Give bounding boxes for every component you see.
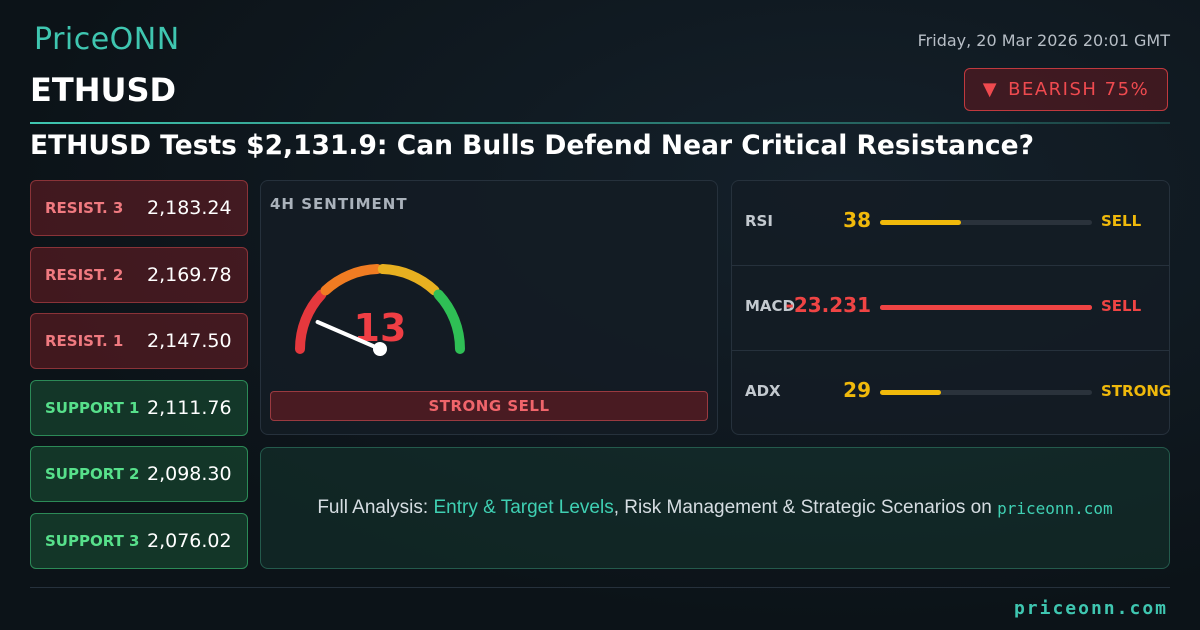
indicator-value: 38 bbox=[843, 208, 871, 232]
cta-middle: , Risk Management & Strategic Scenarios … bbox=[613, 497, 998, 518]
gauge: 13 bbox=[295, 264, 465, 356]
cta-panel: Full Analysis: Entry & Target Levels, Ri… bbox=[260, 447, 1170, 569]
level-box: RESIST. 2 2,169.78 bbox=[30, 246, 248, 303]
badge-text: BEARISH 75% bbox=[1008, 79, 1150, 100]
brand: PriceONN bbox=[34, 22, 180, 57]
level-label: RESIST. 3 bbox=[45, 199, 124, 217]
badge: ▼ BEARISH 75% bbox=[964, 68, 1168, 111]
divider bbox=[30, 587, 1170, 588]
gauge-segment bbox=[433, 289, 465, 354]
indicator-value: -23.231 bbox=[785, 293, 871, 317]
indicator-signal: STRONG bbox=[1101, 382, 1172, 400]
level-value: 2,147.50 bbox=[147, 330, 232, 353]
cta-highlight: Entry & Target Levels bbox=[433, 497, 614, 518]
gauge-needle bbox=[315, 319, 382, 351]
level-label: SUPPORT 3 bbox=[45, 532, 140, 550]
level-value: 2,111.76 bbox=[147, 396, 232, 419]
indicator-row: ADX 29 STRONG bbox=[731, 350, 1172, 435]
divider bbox=[30, 122, 1170, 124]
level-value: 2,098.30 bbox=[147, 463, 232, 486]
cta-link[interactable]: priceonn.com bbox=[997, 498, 1113, 518]
level-box: SUPPORT 3 2,076.02 bbox=[30, 513, 248, 569]
level-label: RESIST. 2 bbox=[45, 265, 124, 284]
indicator-bar bbox=[880, 390, 942, 395]
indicator-track bbox=[880, 220, 1092, 225]
level-value: 2,076.02 bbox=[147, 530, 232, 552]
indicator-bar bbox=[880, 220, 961, 225]
level-value: 2,183.24 bbox=[147, 197, 232, 219]
indicator-row: RSI 38 SELL bbox=[731, 180, 1170, 266]
down-icon: ▼ bbox=[982, 79, 999, 100]
level-label: SUPPORT 2 bbox=[45, 465, 140, 484]
gauge-hub bbox=[373, 342, 387, 356]
headline: ETHUSD Tests $2,131.9: Can Bulls Defend … bbox=[30, 130, 1034, 161]
level-box: RESIST. 1 2,147.50 bbox=[30, 313, 248, 370]
sentiment-title: 4H SENTIMENT bbox=[270, 195, 408, 213]
indicator-name: RSI bbox=[745, 212, 773, 230]
date: Friday, 20 Mar 2026 20:01 GMT bbox=[917, 31, 1170, 50]
indicator-track bbox=[880, 390, 1092, 395]
indicator-name: ADX bbox=[745, 382, 781, 400]
level-label: RESIST. 1 bbox=[45, 332, 124, 351]
site[interactable]: priceonn.com bbox=[1013, 598, 1168, 619]
indicator-bar bbox=[880, 305, 1092, 310]
indicator-signal: SELL bbox=[1101, 212, 1142, 230]
indicator-row: MACD -23.231 SELL bbox=[731, 265, 1170, 351]
gauge-segment bbox=[320, 264, 383, 296]
level-box: RESIST. 3 2,183.24 bbox=[30, 180, 248, 236]
sentiment-label: STRONG SELL bbox=[270, 391, 708, 421]
indicator-name: MACD bbox=[745, 297, 795, 315]
symbol: ETHUSD bbox=[30, 71, 177, 109]
indicator-signal: SELL bbox=[1101, 297, 1142, 315]
level-value: 2,169.78 bbox=[147, 263, 232, 286]
level-box: SUPPORT 2 2,098.30 bbox=[30, 446, 248, 503]
level-box: SUPPORT 1 2,111.76 bbox=[30, 379, 248, 436]
gauge-segment bbox=[295, 289, 327, 354]
cta-prefix: Full Analysis: bbox=[317, 497, 434, 518]
gauge-segment bbox=[377, 264, 440, 296]
indicator-value: 29 bbox=[843, 378, 871, 402]
level-label: SUPPORT 1 bbox=[45, 398, 140, 417]
indicator-track bbox=[880, 305, 1092, 310]
